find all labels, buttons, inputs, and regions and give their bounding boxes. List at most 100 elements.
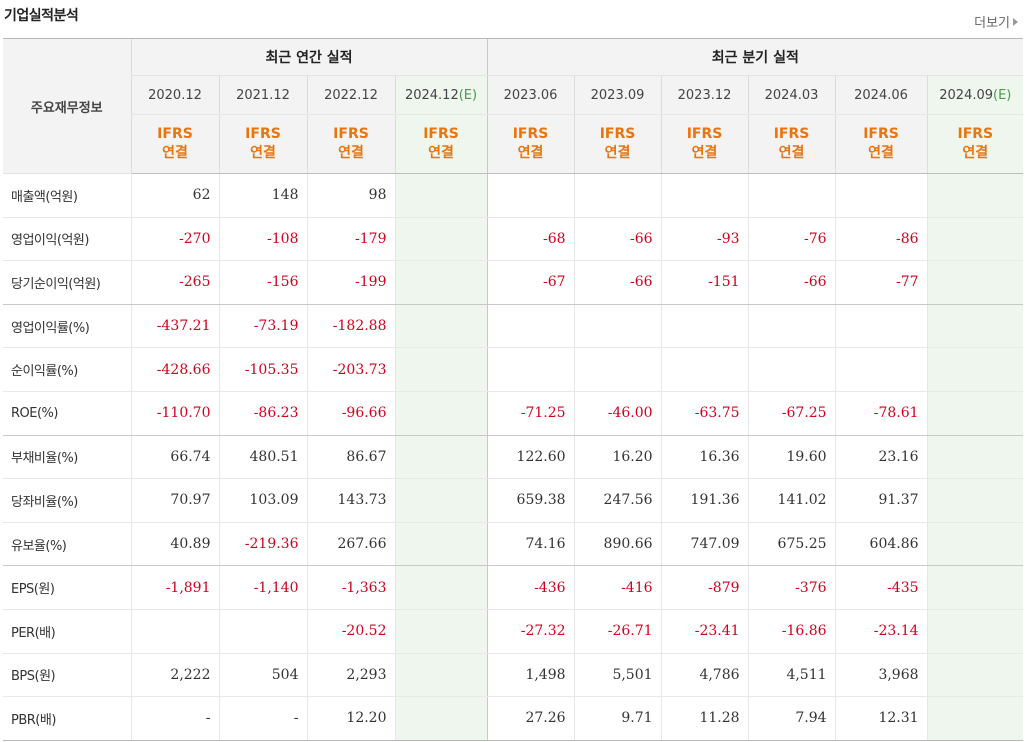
value-cell: -265 bbox=[130, 260, 219, 305]
value-cell bbox=[394, 653, 488, 698]
value-cell: -67.25 bbox=[747, 391, 836, 436]
value-cell bbox=[486, 173, 575, 218]
period-header: 2023.12 bbox=[660, 75, 749, 115]
value-cell: -23.41 bbox=[660, 609, 749, 654]
value-cell: -428.66 bbox=[130, 347, 219, 392]
ifrs-label: IFRS bbox=[863, 126, 899, 142]
value-cell: 91.37 bbox=[834, 478, 928, 523]
period-header: 2021.12 bbox=[218, 75, 307, 115]
table-row: 순이익률(%) -428.66 -105.35 -203.73 bbox=[3, 347, 1024, 392]
value-cell bbox=[926, 304, 1024, 349]
accounting-standard: IFRS 연결 bbox=[747, 114, 836, 174]
value-cell bbox=[218, 609, 307, 654]
period-header: 2024.03 bbox=[747, 75, 836, 115]
value-cell: -1,140 bbox=[218, 565, 307, 610]
period-label: 2024.03 bbox=[764, 87, 819, 103]
table-row: BPS(원) 2,222 504 2,293 1,498 5,501 4,786 4,511 3… bbox=[3, 653, 1024, 698]
value-cell: -23.14 bbox=[834, 609, 928, 654]
consolidated-label: 연결 bbox=[868, 145, 894, 161]
period-header: 2023.09 bbox=[573, 75, 662, 115]
value-cell: 66.74 bbox=[130, 435, 219, 480]
value-cell bbox=[926, 565, 1024, 610]
value-cell: -879 bbox=[660, 565, 749, 610]
value-cell bbox=[926, 391, 1024, 436]
consolidated-label: 연결 bbox=[778, 145, 805, 161]
value-cell: -16.86 bbox=[747, 609, 836, 654]
value-cell: -179 bbox=[306, 217, 395, 262]
table-row: 부채비율(%) 66.74 480.51 86.67 122.60 16.20 16.36 1… bbox=[3, 435, 1024, 480]
accounting-standard: IFRS 연결 bbox=[218, 114, 307, 174]
value-cell: -110.70 bbox=[130, 391, 219, 436]
section-title: 기업실적분석 bbox=[4, 8, 79, 24]
value-cell: 480.51 bbox=[218, 435, 307, 480]
consolidated-label: 연결 bbox=[428, 145, 454, 161]
value-cell: 3,968 bbox=[834, 653, 928, 698]
value-cell: -436 bbox=[486, 565, 575, 610]
ifrs-label: IFRS bbox=[773, 126, 810, 142]
value-cell bbox=[660, 347, 749, 392]
more-link[interactable]: 더보기 bbox=[974, 12, 1018, 31]
table-row: 영업이익(억원) -270 -108 -179 -68 -66 -93 -76 -86 bbox=[3, 217, 1024, 262]
value-cell: 74.16 bbox=[486, 522, 575, 567]
value-cell: 4,786 bbox=[660, 653, 749, 698]
consolidated-label: 연결 bbox=[691, 145, 718, 161]
value-cell: 890.66 bbox=[573, 522, 662, 567]
value-cell: 27.26 bbox=[486, 696, 575, 741]
period-label: 2023.12 bbox=[677, 87, 732, 103]
value-cell: 747.09 bbox=[660, 522, 749, 567]
row-header: 주요재무정보 bbox=[3, 38, 131, 174]
row-label: 매출액(억원) bbox=[3, 173, 131, 218]
value-cell bbox=[660, 304, 749, 349]
period-header: 2020.12 bbox=[130, 75, 219, 115]
value-cell bbox=[394, 173, 488, 218]
row-label: 유보율(%) bbox=[3, 522, 131, 567]
accounting-standard: IFRS 연결 bbox=[926, 114, 1024, 174]
title-bar: 기업실적분석 더보기 bbox=[0, 0, 1026, 38]
value-cell: -199 bbox=[306, 260, 395, 305]
value-cell: -151 bbox=[660, 260, 749, 305]
value-cell bbox=[926, 478, 1024, 523]
row-label: 당좌비율(%) bbox=[3, 478, 131, 523]
value-cell: -66 bbox=[573, 260, 662, 305]
value-cell bbox=[926, 435, 1024, 480]
value-cell bbox=[394, 217, 488, 262]
consolidated-label: 연결 bbox=[250, 145, 276, 161]
accounting-standard: IFRS 연결 bbox=[306, 114, 395, 174]
accounting-standard: IFRS 연결 bbox=[834, 114, 928, 174]
period-label: 2024.12 bbox=[404, 87, 459, 103]
value-cell: 19.60 bbox=[747, 435, 836, 480]
financial-table: 주요재무정보 최근 연간 실적 최근 분기 실적 2020.12 2021.12 2… bbox=[3, 38, 1024, 741]
value-cell bbox=[573, 304, 662, 349]
value-cell: -416 bbox=[573, 565, 662, 610]
value-cell: 604.86 bbox=[834, 522, 928, 567]
value-cell bbox=[394, 478, 488, 523]
value-cell: 103.09 bbox=[218, 478, 307, 523]
period-header: 2024.06 bbox=[834, 75, 928, 115]
value-cell: -71.25 bbox=[486, 391, 575, 436]
value-cell: 247.56 bbox=[573, 478, 662, 523]
value-cell: -270 bbox=[130, 217, 219, 262]
value-cell: 23.16 bbox=[834, 435, 928, 480]
period-label: 2022.12 bbox=[324, 87, 378, 103]
value-cell: -67 bbox=[486, 260, 575, 305]
value-cell bbox=[926, 609, 1024, 654]
more-link-label: 더보기 bbox=[974, 16, 1010, 31]
value-cell: 5,501 bbox=[573, 653, 662, 698]
value-cell: 2,293 bbox=[306, 653, 395, 698]
row-label: PER(배) bbox=[3, 609, 131, 654]
value-cell: 659.38 bbox=[486, 478, 575, 523]
value-cell: 675.25 bbox=[747, 522, 836, 567]
table-row: 당기순이익(억원) -265 -156 -199 -67 -66 -151 -66 -77 bbox=[3, 260, 1024, 305]
value-cell: 267.66 bbox=[306, 522, 395, 567]
value-cell: -46.00 bbox=[573, 391, 662, 436]
value-cell: 12.20 bbox=[306, 696, 395, 741]
value-cell: 141.02 bbox=[747, 478, 836, 523]
value-cell: -66 bbox=[747, 260, 836, 305]
row-label: PBR(배) bbox=[3, 696, 131, 741]
value-cell bbox=[926, 522, 1024, 567]
period-label: 2024.09 bbox=[939, 87, 994, 103]
value-cell: -76 bbox=[747, 217, 836, 262]
row-label: ROE(%) bbox=[3, 391, 131, 436]
value-cell: -156 bbox=[218, 260, 307, 305]
ifrs-label: IFRS bbox=[157, 126, 193, 142]
